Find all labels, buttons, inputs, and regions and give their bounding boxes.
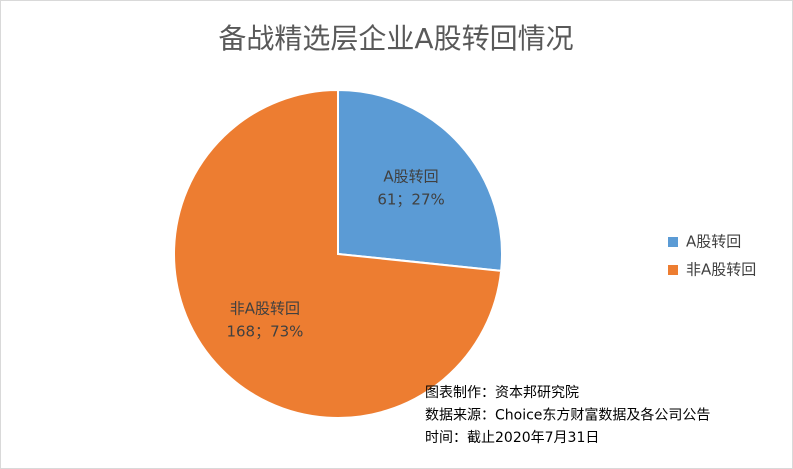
- legend-swatch: [668, 265, 678, 275]
- legend-swatch: [668, 237, 678, 247]
- pie-slice: [173, 88, 503, 419]
- source-note: 图表制作：资本邦研究院: [425, 385, 579, 401]
- source-note: 时间：截止2020年7月31日: [425, 430, 599, 446]
- chart-title: 备战精选层企业A股转回情况: [218, 22, 573, 55]
- pie-slice: [337, 88, 503, 272]
- data-label-name: 非A股转回: [230, 299, 300, 317]
- legend-label: A股转回: [686, 233, 741, 251]
- data-label-value: 168；73%: [226, 322, 303, 340]
- source-note: 数据来源：Choice东方财富数据及各公司公告: [425, 407, 710, 424]
- legend-label: 非A股转回: [686, 261, 756, 279]
- data-label-value: 61；27%: [377, 191, 444, 209]
- data-label-name: A股转回: [383, 168, 438, 186]
